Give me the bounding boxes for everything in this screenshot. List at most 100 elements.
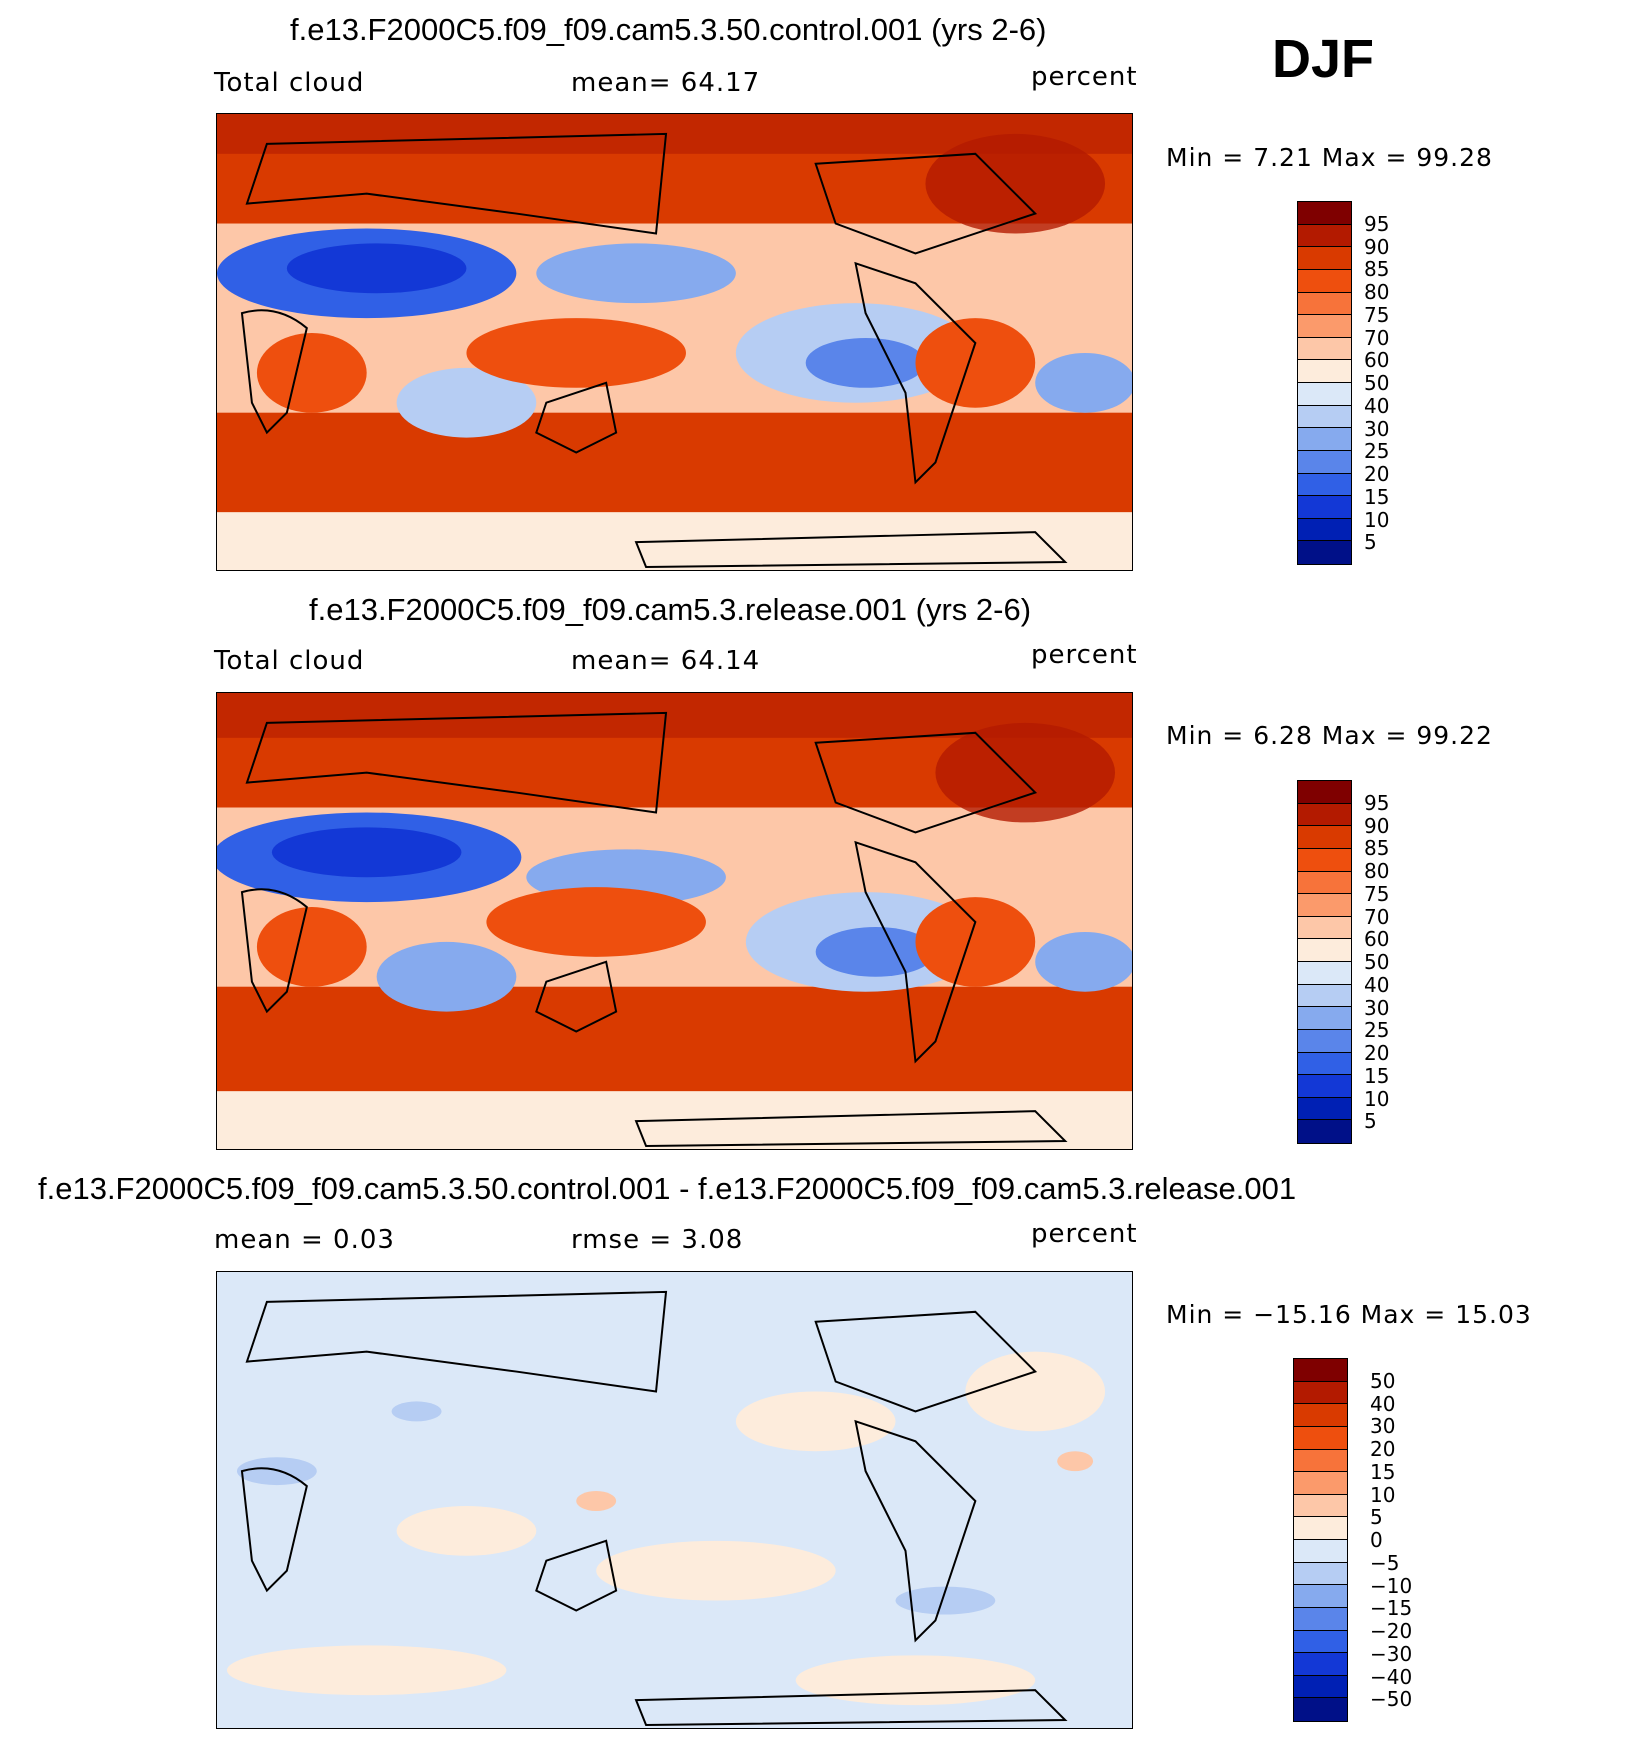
- colorbar-segment: [1298, 1097, 1351, 1121]
- colorbar-segment: [1298, 1120, 1351, 1143]
- colorbar-tick-label: 5: [1370, 1505, 1383, 1530]
- colorbar-tick-label: 20: [1364, 1041, 1390, 1065]
- colorbar-segment: [1294, 1381, 1347, 1405]
- colorbar-segment: [1294, 1540, 1347, 1563]
- panel3-mean-label: mean = 0.03: [214, 1225, 395, 1255]
- colorbar-tick-label: −10: [1370, 1573, 1413, 1598]
- colorbar-tick-label: 70: [1364, 325, 1390, 350]
- colorbar-segment: [1298, 894, 1351, 917]
- panel2-mean-label: mean= 64.14: [571, 646, 761, 676]
- colorbar-segment: [1298, 962, 1351, 985]
- colorbar-segment: [1294, 1517, 1347, 1540]
- panel1-map: [216, 113, 1133, 571]
- colorbar-segment: [1298, 518, 1351, 542]
- colorbar-segment: [1298, 916, 1351, 940]
- colorbar-tick-label: 40: [1364, 972, 1390, 997]
- colorbar-tick-label: 40: [1364, 393, 1390, 418]
- colorbar-tick-label: 5: [1364, 1109, 1377, 1134]
- colorbar-tick-label: −30: [1370, 1641, 1413, 1666]
- colorbar-segment: [1298, 428, 1351, 451]
- colorbar-segment: [1298, 383, 1351, 406]
- colorbar-tick-label: 30: [1364, 995, 1390, 1020]
- colorbar-segment: [1294, 1585, 1347, 1608]
- colorbar-segment: [1298, 337, 1351, 361]
- colorbar-tick-label: 20: [1370, 1437, 1396, 1461]
- colorbar-segment: [1298, 939, 1351, 962]
- colorbar-segment: [1294, 1449, 1347, 1473]
- colorbar-segment: [1294, 1472, 1347, 1495]
- colorbar-segment: [1298, 984, 1351, 1008]
- colorbar-tick-label: 30: [1370, 1414, 1396, 1439]
- colorbar-tick-label: 80: [1364, 859, 1390, 883]
- panel3-colorbar: [1293, 1358, 1348, 1722]
- panel3-units-label: percent: [1031, 1219, 1138, 1249]
- colorbar-segment: [1298, 247, 1351, 270]
- panel2-colorbar: [1297, 780, 1352, 1144]
- colorbar-tick-label: 90: [1364, 234, 1390, 259]
- colorbar-segment: [1298, 1075, 1351, 1098]
- panel2-variable-label: Total cloud: [214, 646, 365, 676]
- panel3-title: f.e13.F2000C5.f09_f09.cam5.3.50.control.…: [38, 1171, 1297, 1206]
- panel1-mean-label: mean= 64.17: [571, 68, 761, 98]
- colorbar-segment: [1298, 315, 1351, 338]
- colorbar-tick-label: 75: [1364, 881, 1390, 906]
- colorbar-segment: [1298, 405, 1351, 429]
- colorbar-segment: [1298, 450, 1351, 474]
- colorbar-segment: [1298, 1007, 1351, 1030]
- colorbar-tick-label: 85: [1364, 257, 1390, 282]
- panel1-units-label: percent: [1031, 62, 1138, 92]
- colorbar-segment: [1298, 496, 1351, 519]
- colorbar-tick-label: 5: [1364, 530, 1377, 555]
- panel2-title: f.e13.F2000C5.f09_f09.cam5.3.release.001…: [309, 592, 1032, 627]
- colorbar-tick-label: 50: [1364, 950, 1390, 974]
- panel1-colorbar: [1297, 201, 1352, 565]
- colorbar-tick-label: 40: [1370, 1391, 1396, 1416]
- colorbar-tick-label: 95: [1364, 790, 1390, 815]
- season-label: DJF: [1272, 29, 1375, 89]
- panel3-rmse-label: rmse = 3.08: [571, 1225, 744, 1255]
- colorbar-tick-label: 10: [1364, 1086, 1390, 1111]
- colorbar-tick-label: −15: [1370, 1596, 1413, 1621]
- panel1-title: f.e13.F2000C5.f09_f09.cam5.3.50.control.…: [290, 12, 1047, 47]
- colorbar-segment: [1298, 1052, 1351, 1076]
- panel3-contour-field: [217, 1272, 1132, 1728]
- colorbar-tick-label: 15: [1370, 1459, 1396, 1484]
- colorbar-segment: [1298, 202, 1351, 225]
- colorbar-tick-label: 10: [1370, 1482, 1396, 1507]
- colorbar-tick-label: 90: [1364, 813, 1390, 838]
- colorbar-tick-label: 95: [1364, 211, 1390, 236]
- colorbar-segment: [1298, 826, 1351, 849]
- colorbar-segment: [1294, 1494, 1347, 1518]
- panel2-minmax: Min = 6.28 Max = 99.22: [1166, 721, 1493, 750]
- colorbar-segment: [1294, 1359, 1347, 1382]
- colorbar-tick-label: 30: [1364, 416, 1390, 441]
- colorbar-tick-label: 60: [1364, 927, 1390, 952]
- colorbar-tick-label: 15: [1364, 484, 1390, 509]
- colorbar-tick-label: 25: [1364, 439, 1390, 464]
- colorbar-tick-label: 15: [1364, 1063, 1390, 1088]
- colorbar-tick-label: −40: [1370, 1664, 1413, 1689]
- colorbar-segment: [1298, 848, 1351, 872]
- panel3-minmax: Min = −15.16 Max = 15.03: [1166, 1300, 1532, 1329]
- colorbar-segment: [1294, 1404, 1347, 1427]
- colorbar-segment: [1294, 1607, 1347, 1631]
- colorbar-segment: [1294, 1675, 1347, 1699]
- panel2-contour-field: [217, 693, 1132, 1149]
- panel2-units-label: percent: [1031, 640, 1138, 670]
- colorbar-tick-label: 85: [1364, 836, 1390, 861]
- colorbar-segment: [1294, 1698, 1347, 1721]
- colorbar-tick-label: 50: [1370, 1368, 1396, 1393]
- colorbar-segment: [1298, 224, 1351, 248]
- panel1-variable-label: Total cloud: [214, 68, 365, 98]
- colorbar-tick-label: 25: [1364, 1018, 1390, 1043]
- colorbar-tick-label: 60: [1364, 348, 1390, 373]
- colorbar-segment: [1294, 1630, 1347, 1654]
- colorbar-segment: [1294, 1653, 1347, 1676]
- colorbar-tick-label: −20: [1370, 1619, 1413, 1643]
- colorbar-segment: [1294, 1562, 1347, 1586]
- colorbar-tick-label: 75: [1364, 302, 1390, 327]
- colorbar-tick-label: 0: [1370, 1528, 1383, 1552]
- colorbar-segment: [1298, 473, 1351, 497]
- colorbar-tick-label: 80: [1364, 280, 1390, 304]
- colorbar-tick-label: 70: [1364, 904, 1390, 929]
